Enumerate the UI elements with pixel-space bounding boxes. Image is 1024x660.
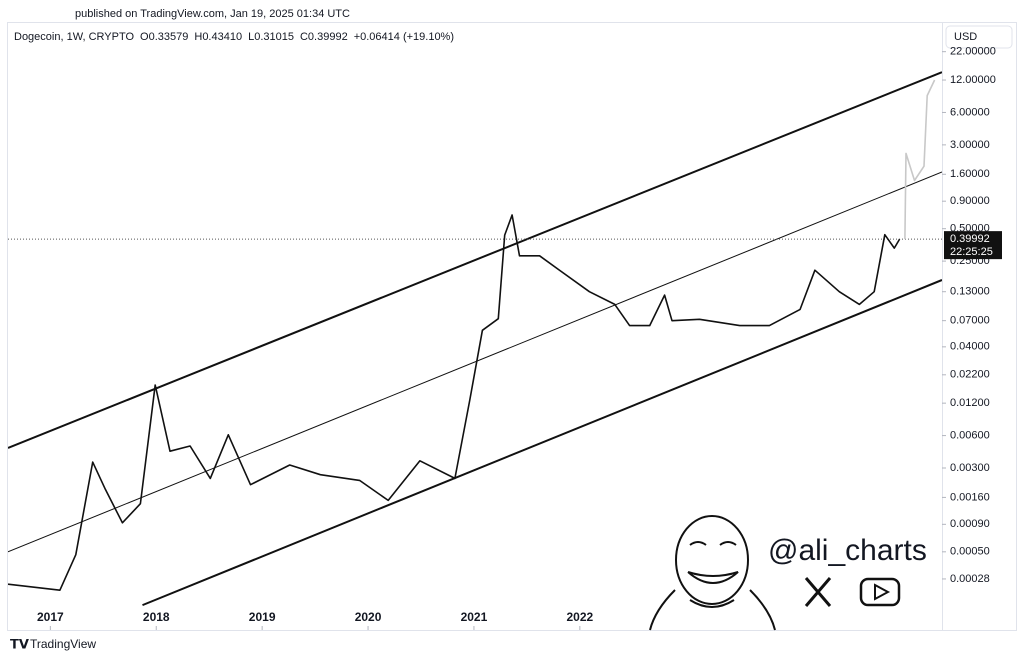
y-tick-label: 0.00028 (950, 573, 990, 585)
y-tick-label: 3.00000 (950, 139, 990, 151)
y-tick-label: 0.07000 (950, 315, 990, 327)
brand-logo: 𝗧𝗩 (10, 636, 29, 651)
watermark: @ali_charts (768, 534, 927, 567)
youtube-logo (859, 577, 901, 607)
header-item: H0.43410 (194, 31, 242, 43)
y-tick-label: 1.60000 (950, 168, 990, 180)
plot-area (8, 71, 942, 607)
y-tick-label: 22.00000 (950, 46, 996, 58)
avatar (649, 515, 776, 631)
channel-line (8, 71, 942, 449)
y-tick-label: 0.00600 (950, 429, 990, 441)
countdown: 22:25:25 (950, 246, 993, 258)
channel-line (8, 171, 942, 553)
y-tick-label: 0.00300 (950, 462, 990, 474)
x-tick-label: 2017 (37, 610, 64, 624)
last-price-label: 0.39992 (950, 233, 990, 245)
y-tick-label: 0.02200 (950, 369, 990, 381)
x-tick-label: 2022 (566, 610, 593, 624)
currency: USD (954, 31, 977, 43)
currency-box (945, 25, 1013, 49)
y-tick-label: 0.13000 (950, 286, 990, 298)
x-tick-label: 2021 (461, 610, 488, 624)
price-line (8, 214, 901, 591)
header-item: C0.39992 (300, 31, 348, 43)
y-tick-label: 0.90000 (950, 195, 990, 207)
brand: TradingView (30, 637, 96, 651)
last-price-box (944, 231, 1002, 260)
x-logo (804, 577, 832, 607)
y-tick-label: 0.00050 (950, 546, 990, 558)
x-tick-label: 2020 (355, 610, 382, 624)
header-item: Dogecoin, 1W, CRYPTO (14, 31, 134, 43)
x-tick-label: 2018 (143, 610, 170, 624)
header-item: O0.33579 (140, 31, 188, 43)
y-tick-label: 0.04000 (950, 341, 990, 353)
y-tick-label: 12.00000 (950, 74, 996, 86)
y-tick-label: 6.00000 (950, 106, 990, 118)
y-tick-label: 0.00160 (950, 491, 990, 503)
published-note: published on TradingView.com, Jan 19, 20… (75, 8, 350, 20)
header-item: L0.31015 (248, 31, 294, 43)
youtube-play (874, 583, 891, 601)
channel-line (142, 279, 942, 607)
y-tick-label: 0.01200 (950, 397, 990, 409)
price-line (904, 79, 936, 240)
header-item: +0.06414 (+19.10%) (354, 31, 454, 43)
x-tick-label: 2019 (249, 610, 276, 624)
chart-frame (7, 22, 1017, 631)
symbol-header: Dogecoin, 1W, CRYPTO O0.33579 H0.43410 L0.3… (14, 31, 454, 43)
y-tick-label: 0.00090 (950, 518, 990, 530)
